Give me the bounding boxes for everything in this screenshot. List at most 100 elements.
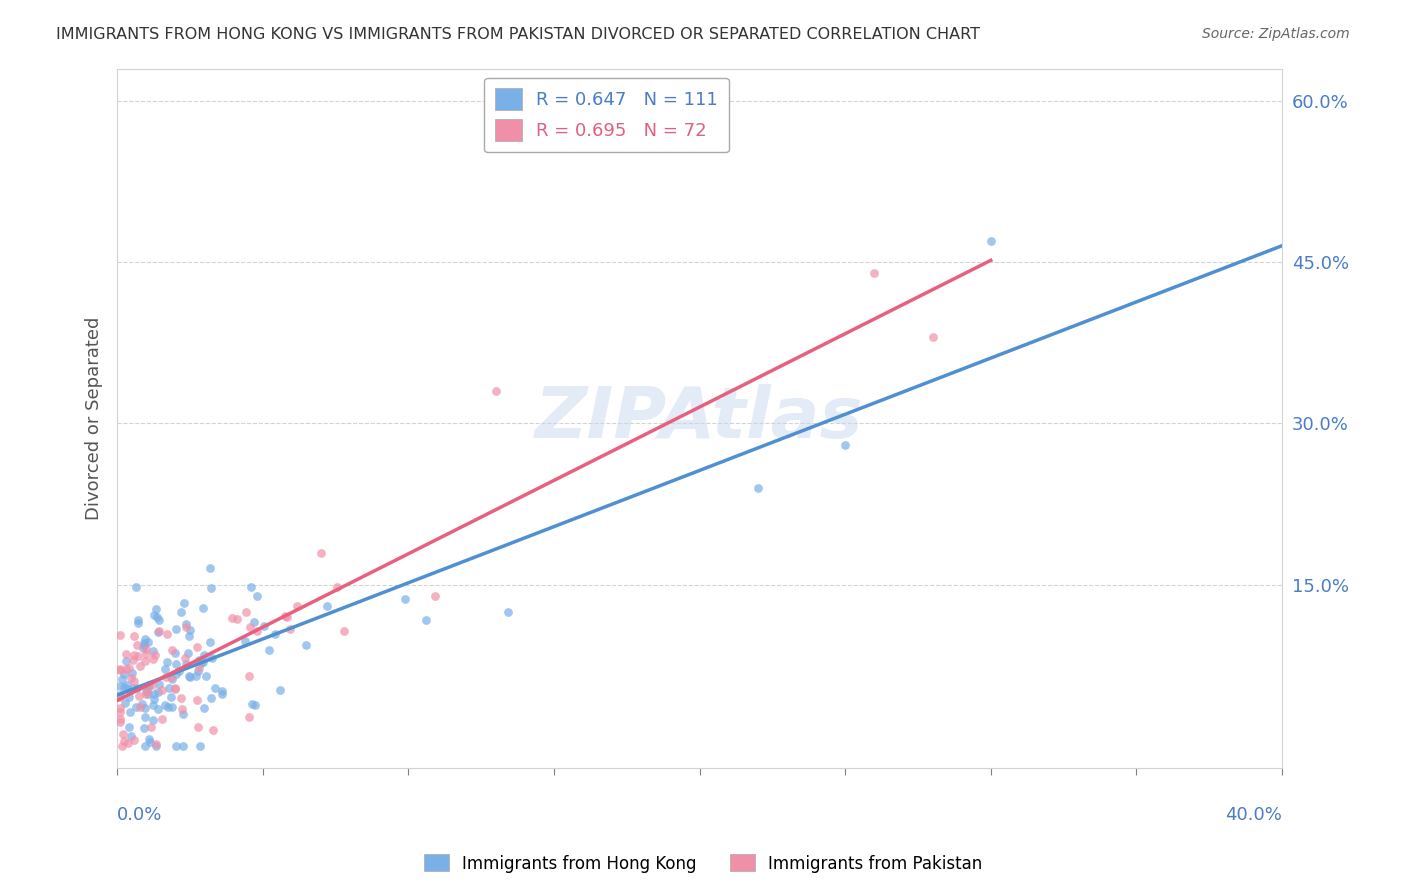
Point	[200, 581, 222, 595]
Point	[142, 644, 165, 658]
Point	[200, 691, 222, 706]
Point	[156, 655, 179, 669]
Point	[167, 664, 190, 678]
Point	[155, 662, 177, 676]
Point	[193, 700, 215, 714]
Point	[142, 652, 165, 666]
Point	[233, 634, 256, 648]
Point	[221, 610, 243, 624]
Point	[191, 655, 214, 669]
Text: Source: ZipAtlas.com: Source: ZipAtlas.com	[1202, 27, 1350, 41]
Point	[193, 648, 215, 663]
Point	[127, 648, 149, 663]
Point	[195, 669, 218, 683]
Point	[122, 733, 145, 747]
Point	[142, 714, 165, 728]
Point	[146, 702, 169, 716]
Point	[170, 605, 193, 619]
Point	[136, 634, 159, 648]
Point	[108, 714, 131, 729]
Point	[174, 657, 197, 672]
Point	[125, 700, 148, 714]
Point	[143, 686, 166, 700]
Point	[170, 702, 193, 716]
Point	[135, 641, 157, 656]
Point	[122, 681, 145, 695]
Point	[191, 601, 214, 615]
Point	[111, 739, 134, 754]
Point	[108, 679, 131, 693]
Point	[201, 650, 224, 665]
Point	[121, 665, 143, 680]
Point	[115, 678, 138, 692]
Point	[145, 739, 167, 754]
Point	[138, 678, 160, 692]
Point	[129, 699, 152, 714]
Point	[187, 653, 209, 667]
Point	[184, 668, 207, 682]
Point	[165, 681, 187, 695]
Point	[187, 664, 209, 678]
Point	[198, 561, 221, 575]
Point	[485, 384, 508, 399]
Point	[145, 737, 167, 751]
Point	[165, 739, 187, 754]
Point	[132, 721, 155, 735]
Point	[111, 727, 134, 741]
Point	[165, 667, 187, 681]
Point	[115, 647, 138, 661]
Point	[425, 589, 447, 603]
Point	[117, 661, 139, 675]
Point	[111, 672, 134, 686]
Point	[242, 615, 264, 629]
Point	[160, 670, 183, 684]
Point	[295, 638, 318, 652]
Point	[134, 632, 156, 646]
Point	[122, 674, 145, 689]
Point	[190, 739, 212, 754]
Point	[108, 701, 131, 715]
Point	[863, 266, 886, 280]
Point	[135, 647, 157, 661]
Point	[118, 705, 141, 719]
Point	[148, 624, 170, 639]
Point	[415, 613, 437, 627]
Point	[165, 681, 187, 696]
Legend: R = 0.647   N = 111, R = 0.695   N = 72: R = 0.647 N = 111, R = 0.695 N = 72	[484, 78, 728, 153]
Point	[150, 712, 173, 726]
Point	[146, 625, 169, 640]
Point	[173, 596, 195, 610]
Point	[128, 659, 150, 673]
Point	[136, 683, 159, 698]
Point	[108, 663, 131, 677]
Point	[238, 668, 260, 682]
Point	[131, 697, 153, 711]
Point	[131, 641, 153, 656]
Point	[235, 605, 257, 619]
Point	[141, 678, 163, 692]
Point	[108, 690, 131, 704]
Point	[135, 687, 157, 701]
Point	[142, 698, 165, 713]
Point	[155, 670, 177, 684]
Point	[139, 735, 162, 749]
Point	[143, 608, 166, 623]
Point	[211, 687, 233, 701]
Point	[132, 638, 155, 652]
Point	[117, 682, 139, 697]
Point	[165, 622, 187, 636]
Point	[394, 591, 416, 606]
Point	[156, 700, 179, 714]
Point	[980, 234, 1002, 248]
Point	[186, 693, 208, 707]
Point	[226, 612, 249, 626]
Point	[174, 616, 197, 631]
Text: 40.0%: 40.0%	[1225, 806, 1282, 824]
Point	[143, 692, 166, 706]
Point	[112, 667, 135, 681]
Point	[159, 690, 181, 705]
Point	[121, 653, 143, 667]
Point	[134, 739, 156, 754]
Point	[118, 720, 141, 734]
Point	[112, 734, 135, 748]
